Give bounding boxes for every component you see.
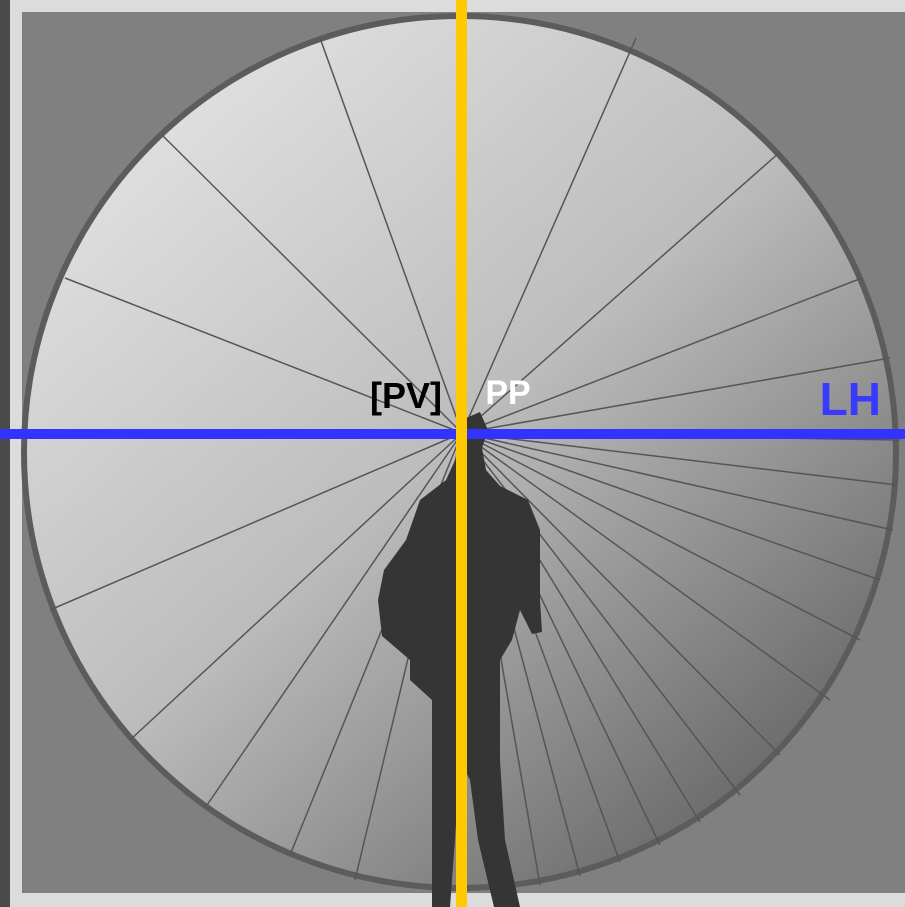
- ray: [461, 432, 781, 756]
- perspective-rays: [49, 37, 901, 891]
- vertical-line: [456, 0, 467, 907]
- pv-label: [PV]: [370, 375, 442, 416]
- ray: [461, 432, 898, 486]
- ray: [64, 277, 463, 434]
- ray: [461, 432, 894, 531]
- ray: [461, 151, 781, 434]
- ray: [461, 277, 863, 434]
- ray: [49, 432, 463, 611]
- ray: [204, 432, 463, 809]
- ray: [161, 134, 463, 434]
- ray: [461, 432, 881, 581]
- ray: [461, 432, 861, 641]
- ray: [129, 432, 463, 741]
- horizon-line: [0, 429, 905, 439]
- lh-label: LH: [820, 373, 881, 425]
- ray: [461, 37, 637, 434]
- ray: [319, 37, 463, 434]
- ray: [461, 357, 891, 434]
- pp-label: PP: [485, 374, 530, 412]
- left-strip: [0, 0, 10, 907]
- ray: [461, 432, 831, 701]
